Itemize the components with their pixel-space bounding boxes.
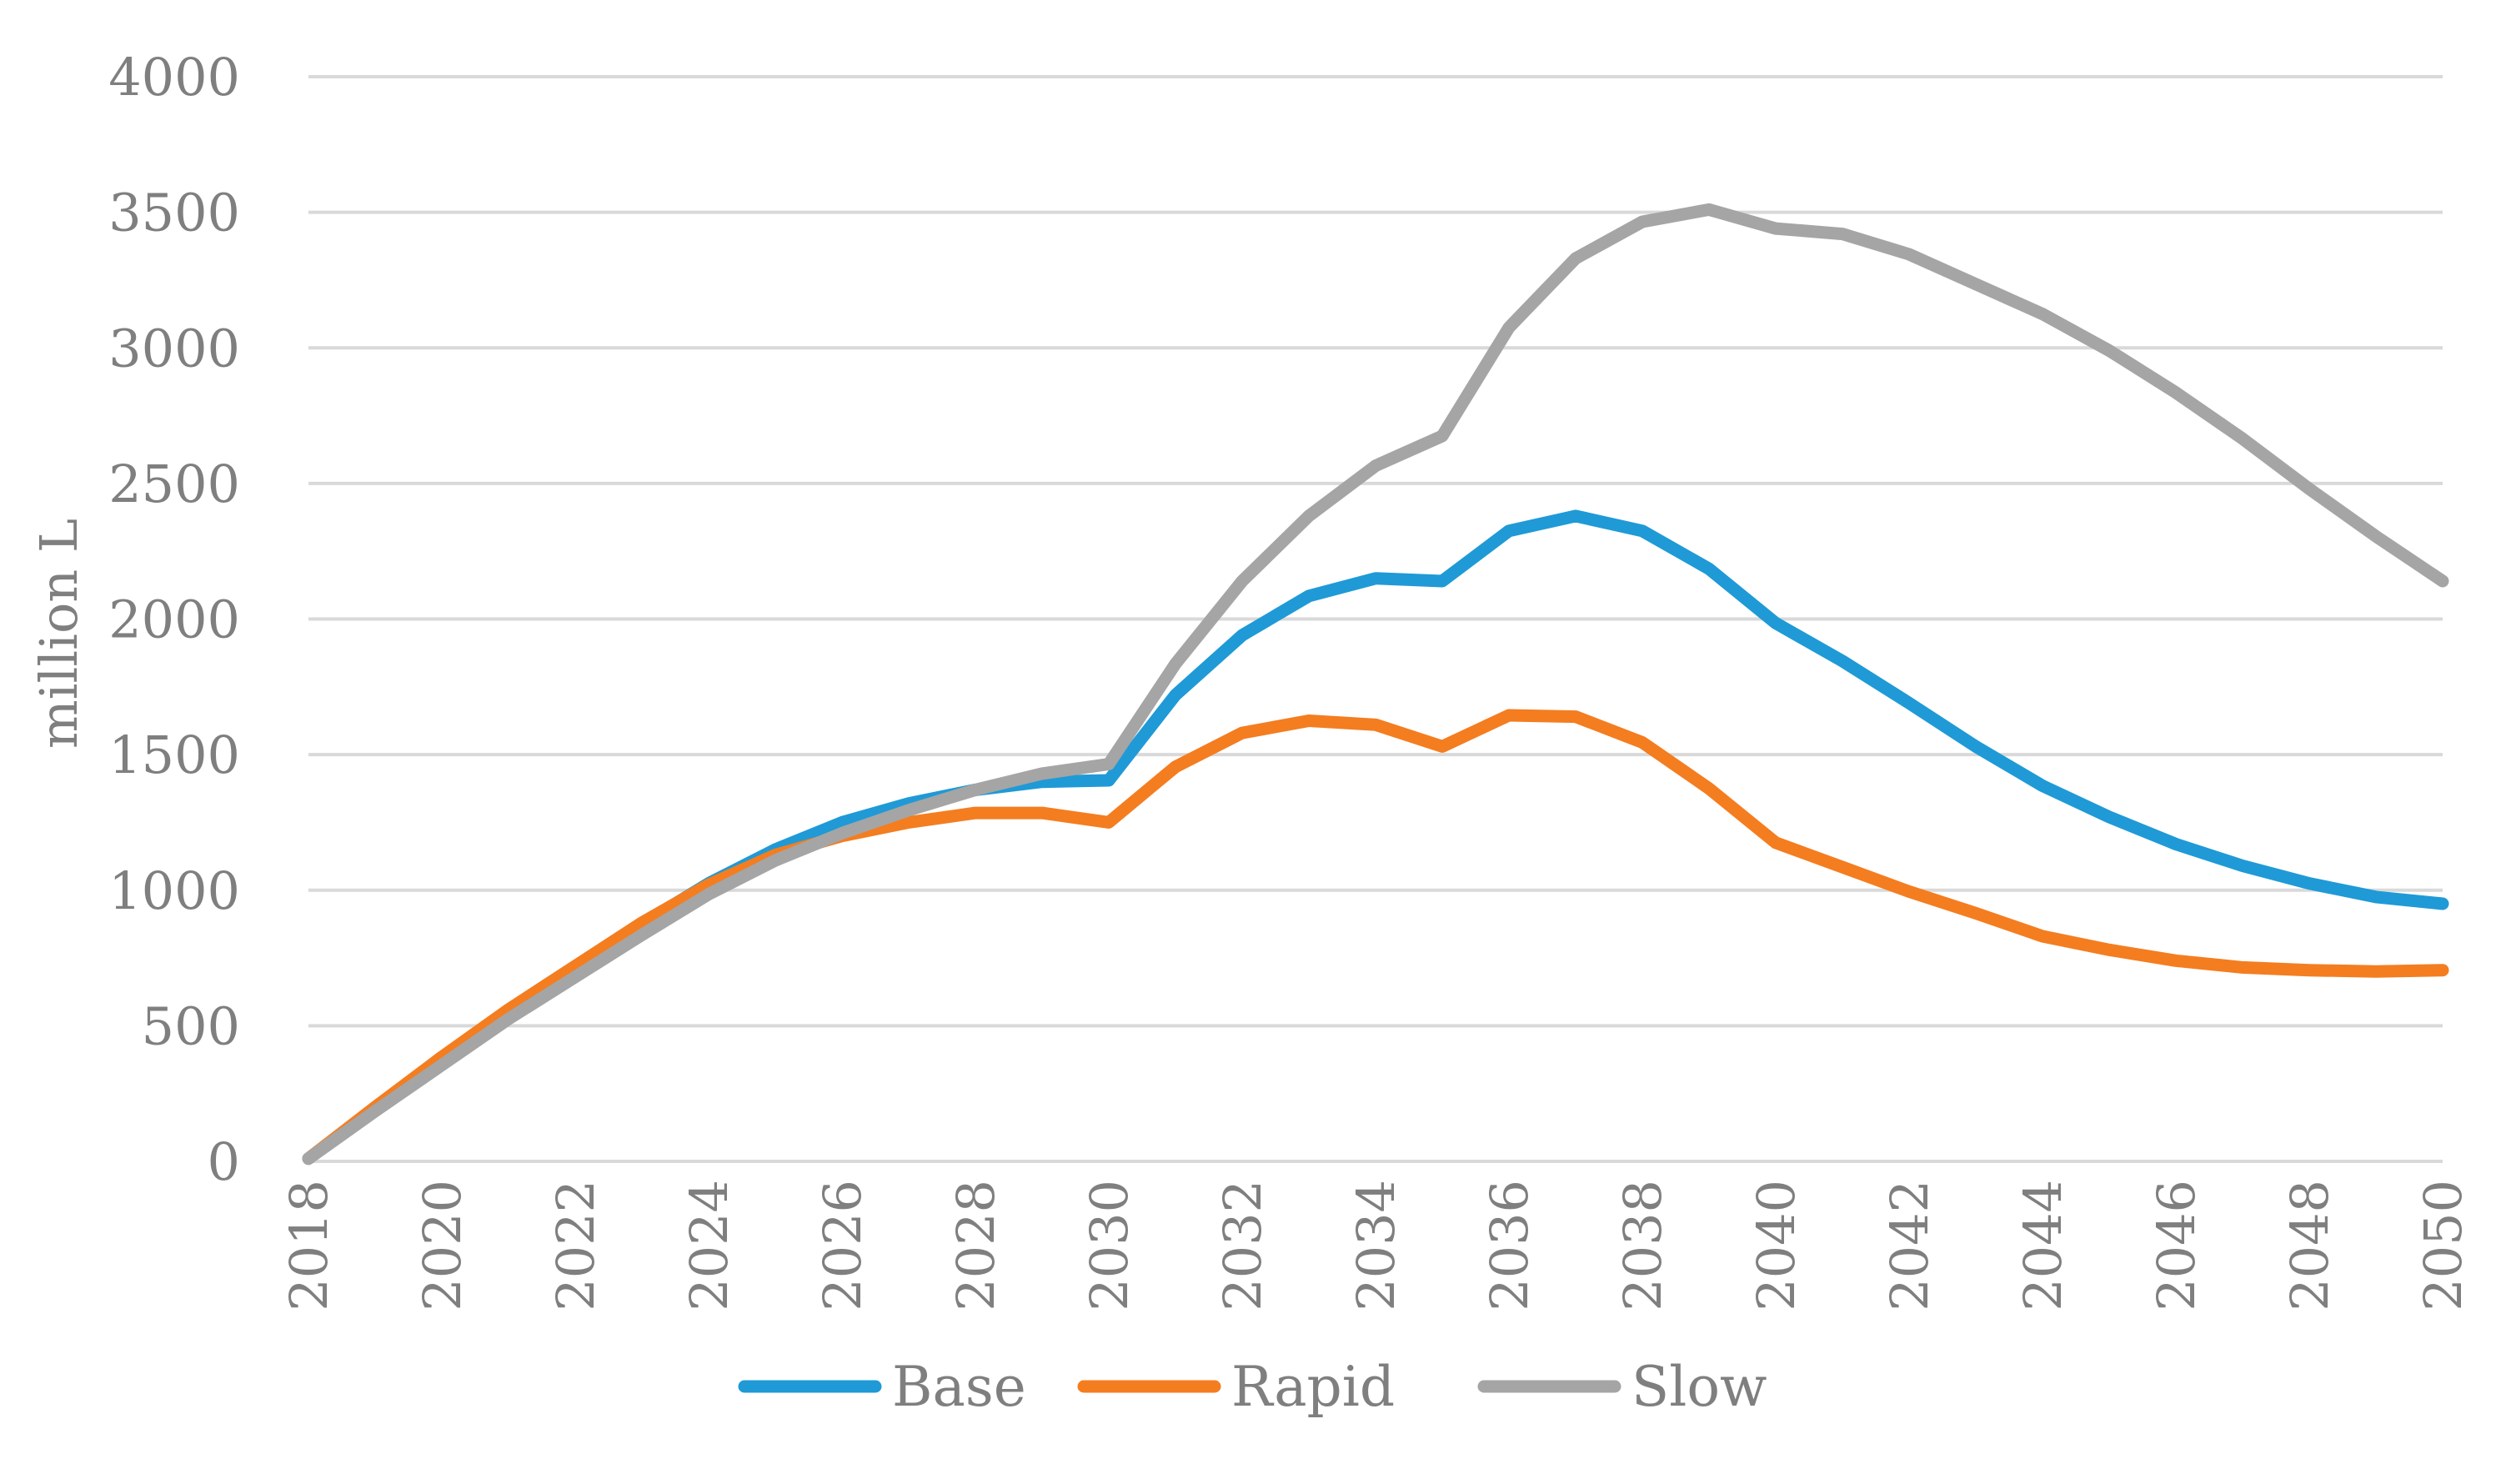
x-tick-label: 2038 (1612, 1180, 1673, 1311)
y-tick-label: 1000 (108, 860, 240, 921)
series-line-base (302, 509, 2449, 1166)
series-line-slow (302, 203, 2449, 1166)
x-axis-tick-labels: 2018 2020 2022 2024 2026 2028 2030 2032 2034 2036… (278, 1180, 2473, 1311)
y-tick-label: 0 (208, 1131, 240, 1192)
legend-label-slow: Slow (1631, 1355, 1767, 1419)
legend-item-base: Base (738, 1355, 1026, 1419)
y-axis-tick-labels: 0 500 1000 1500 2000 2500 3000 3500 4000 (108, 47, 240, 1192)
x-tick-label: 2042 (1879, 1180, 1940, 1311)
x-tick-label: 2026 (812, 1180, 873, 1311)
legend-item-rapid: Rapid (1077, 1355, 1395, 1419)
x-tick-label: 2046 (2146, 1180, 2207, 1311)
series-lines (302, 203, 2449, 1166)
x-tick-label: 2018 (278, 1180, 339, 1311)
y-tick-label: 500 (142, 995, 240, 1056)
y-tick-label: 2000 (108, 589, 240, 650)
x-tick-label: 2032 (1212, 1180, 1273, 1311)
y-tick-label: 2500 (108, 454, 240, 514)
y-tick-label: 3500 (108, 183, 240, 243)
legend-label-rapid: Rapid (1231, 1355, 1395, 1419)
x-tick-label: 2040 (1746, 1180, 1807, 1311)
x-tick-label: 2048 (2279, 1180, 2340, 1311)
legend-item-slow: Slow (1477, 1355, 1767, 1419)
y-axis-title: million L (28, 519, 89, 749)
x-tick-label: 2030 (1079, 1180, 1140, 1311)
y-tick-label: 1500 (108, 724, 240, 785)
x-tick-label: 2024 (679, 1180, 739, 1311)
legend: Base Rapid Slow (738, 1355, 1767, 1419)
x-tick-label: 2036 (1479, 1180, 1540, 1311)
legend-label-base: Base (892, 1355, 1026, 1419)
x-tick-label: 2044 (2012, 1180, 2073, 1311)
x-tick-label: 2050 (2413, 1180, 2473, 1311)
x-tick-label: 2034 (1346, 1180, 1406, 1311)
y-tick-label: 3000 (108, 318, 240, 379)
series-line-rapid (302, 709, 2449, 1166)
x-tick-label: 2022 (545, 1180, 606, 1311)
x-tick-label: 2020 (412, 1180, 473, 1311)
y-tick-label: 4000 (108, 47, 240, 108)
grid-lines (308, 75, 2443, 1163)
x-tick-label: 2028 (945, 1180, 1006, 1311)
